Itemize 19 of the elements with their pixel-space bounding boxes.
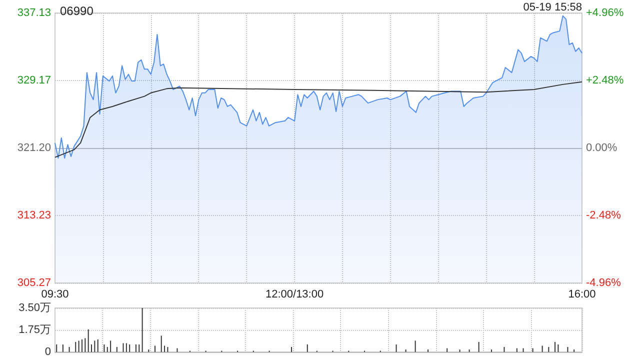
y-tick-label: 1.75万 bbox=[18, 324, 51, 336]
y-tick-label: 3.50万 bbox=[18, 302, 51, 314]
y-tick-label: 329.17 bbox=[17, 74, 51, 86]
y-tick-label: 321.20 bbox=[17, 142, 51, 154]
annotation: 05-19 15:58 bbox=[523, 2, 582, 14]
y2-tick-label: -2.48% bbox=[586, 210, 622, 222]
y-tick-label: 305.27 bbox=[17, 277, 51, 289]
y2-tick-label: +4.96% bbox=[586, 7, 624, 19]
y-tick-label: 313.23 bbox=[17, 210, 51, 222]
line-series bbox=[54, 81, 582, 158]
y2-tick-label: 0.00% bbox=[586, 142, 618, 154]
chart-title: 06990 bbox=[60, 4, 94, 18]
y2-tick-label: -4.96% bbox=[586, 277, 622, 289]
x-tick-label: 12:00/13:00 bbox=[265, 288, 324, 300]
y2-tick-label: +2.48% bbox=[586, 74, 624, 86]
x-tick-label: 09:30 bbox=[41, 288, 69, 300]
y-tick-label: 337.13 bbox=[17, 7, 51, 19]
y-tick-label: 0 bbox=[44, 346, 51, 358]
x-tick-label: 16:00 bbox=[568, 288, 596, 300]
